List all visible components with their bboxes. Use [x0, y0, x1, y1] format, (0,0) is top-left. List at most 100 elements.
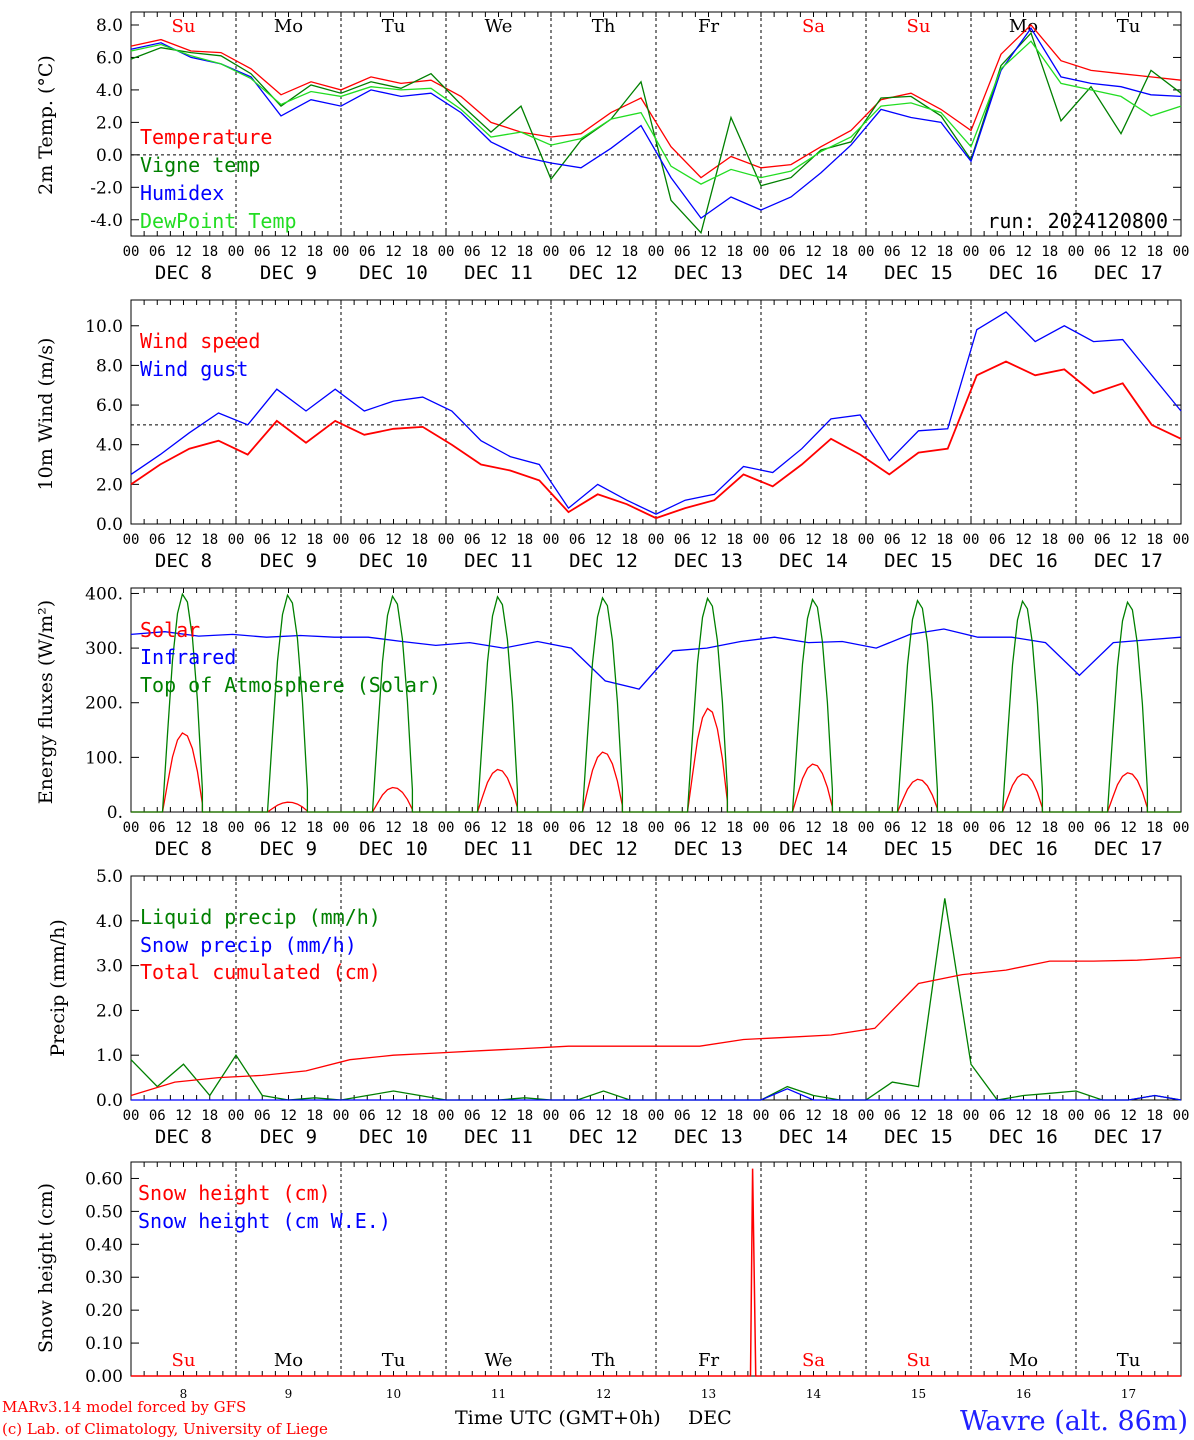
hour-label: 12 — [1015, 532, 1032, 548]
series-line-snow-height-cm- — [131, 1168, 1181, 1377]
hour-label: 12 — [805, 532, 822, 548]
hour-label: 18 — [936, 820, 953, 836]
hour-label: 00 — [123, 1108, 140, 1124]
date-label: DEC 14 — [779, 838, 848, 860]
hour-label: 18 — [726, 820, 743, 836]
hour-label: 12 — [595, 244, 612, 260]
hour-label: 06 — [569, 244, 586, 260]
hour-label: 06 — [884, 820, 901, 836]
footer: Time UTC (GMT+0h) DEC MARv3.14 model for… — [2, 1398, 1188, 1438]
date-label: DEC 13 — [674, 838, 743, 860]
hour-label: 18 — [1041, 532, 1058, 548]
hour-label: 06 — [254, 532, 271, 548]
hour-label: 12 — [910, 1108, 927, 1124]
hour-label: 00 — [1173, 244, 1190, 260]
date-label: DEC 12 — [569, 1126, 638, 1148]
bottom-weekday-label: Su — [907, 1350, 931, 1371]
hour-label: 12 — [700, 532, 717, 548]
date-label: DEC 14 — [779, 262, 848, 284]
hour-label: 18 — [1146, 1108, 1163, 1124]
bottom-weekday-label: Mo — [1009, 1350, 1038, 1371]
hour-label: 06 — [1094, 1108, 1111, 1124]
legend-total-cumulated: Total cumulated (cm) — [140, 960, 381, 984]
hour-label: 12 — [490, 820, 507, 836]
date-label: DEC 11 — [464, 550, 533, 572]
series-line-top-of-atmosphere-solar- — [131, 592, 1181, 813]
bottom-day-number: 16 — [1016, 1387, 1031, 1401]
y-tick-label: 6.0 — [96, 48, 123, 68]
y-tick-label: 2.0 — [96, 113, 123, 133]
weekday-label: We — [485, 16, 513, 37]
hour-label: 06 — [989, 532, 1006, 548]
y-tick-label: 0.50 — [85, 1202, 123, 1222]
precip-panel: 5.04.03.02.01.00.000 06 12 18 00 06 12 18 00 06 12… — [47, 867, 1189, 1148]
hour-label: 12 — [1120, 244, 1137, 260]
y-tick-label: 8.0 — [96, 356, 123, 376]
date-label: DEC 9 — [260, 262, 317, 284]
hour-label: 18 — [621, 820, 638, 836]
weekday-label: Sa — [802, 16, 825, 37]
temperature-panel: 8.0 6.0 4.0 2.0 0.0 -2.0 -4.0 Su Mo Tu We Th Fr Sa Su M… — [35, 11, 1190, 284]
hour-label: 00 — [438, 820, 455, 836]
hour-label: 12 — [700, 244, 717, 260]
bottom-weekday-label: Tu — [382, 1350, 406, 1371]
hour-label: 00 — [963, 1108, 980, 1124]
hour-label: 12 — [595, 1108, 612, 1124]
date-label: DEC 17 — [1094, 550, 1163, 572]
date-label: DEC 17 — [1094, 262, 1163, 284]
hour-label: 12 — [1120, 1108, 1137, 1124]
hour-label: 06 — [1094, 820, 1111, 836]
hour-label: 12 — [385, 244, 402, 260]
hour-label: 18 — [1146, 532, 1163, 548]
date-label: DEC 11 — [464, 1126, 533, 1148]
hour-label: 00 — [753, 532, 770, 548]
bottom-day-number: 11 — [491, 1387, 506, 1401]
hour-label: 00 — [123, 244, 140, 260]
hour-label: 00 — [333, 1108, 350, 1124]
weekday-label: Th — [592, 16, 616, 37]
hour-label: 00 — [1173, 1108, 1190, 1124]
hour-label: 12 — [805, 244, 822, 260]
hour-label: 12 — [910, 244, 927, 260]
hour-label: 12 — [175, 532, 192, 548]
bottom-day-number: 15 — [911, 1387, 926, 1401]
date-label: DEC 8 — [155, 550, 212, 572]
hour-label: 00 — [543, 1108, 560, 1124]
snow-ylabel: Snow height (cm) — [35, 1183, 57, 1353]
hour-label: 00 — [543, 820, 560, 836]
date-label: DEC 10 — [359, 262, 428, 284]
date-label: DEC 8 — [155, 262, 212, 284]
hour-label: 18 — [936, 244, 953, 260]
bottom-weekday-label: We — [485, 1350, 513, 1371]
hour-label: 06 — [884, 244, 901, 260]
hour-label: 12 — [1015, 244, 1032, 260]
hour-label: 18 — [516, 244, 533, 260]
hour-label: 18 — [726, 1108, 743, 1124]
date-label: DEC 17 — [1094, 838, 1163, 860]
date-label: DEC 13 — [674, 550, 743, 572]
legend-solar: Solar — [140, 618, 200, 642]
hour-label: 00 — [858, 820, 875, 836]
hour-label: 18 — [936, 532, 953, 548]
hour-label: 00 — [648, 820, 665, 836]
hour-label: 12 — [595, 532, 612, 548]
hour-label: 00 — [648, 532, 665, 548]
series-line-total-cumulated-cm- — [130, 956, 1182, 1097]
hour-label: 00 — [648, 244, 665, 260]
bottom-day-number: 8 — [180, 1387, 188, 1401]
date-label: DEC 9 — [260, 550, 317, 572]
y-tick-label: 200. — [85, 694, 123, 714]
weekday-label: Tu — [382, 16, 406, 37]
y-tick-label: 0. — [107, 803, 123, 823]
hour-label: 12 — [490, 532, 507, 548]
hour-label: 06 — [989, 820, 1006, 836]
y-tick-label: 300. — [85, 639, 123, 659]
hour-label: 06 — [1094, 532, 1111, 548]
date-label: DEC 8 — [155, 1126, 212, 1148]
weekday-label: Tu — [1117, 16, 1141, 37]
date-label: DEC 10 — [359, 838, 428, 860]
bottom-day-number: 12 — [596, 1387, 611, 1401]
hour-label: 12 — [1015, 1108, 1032, 1124]
y-tick-label: 100. — [85, 748, 123, 768]
